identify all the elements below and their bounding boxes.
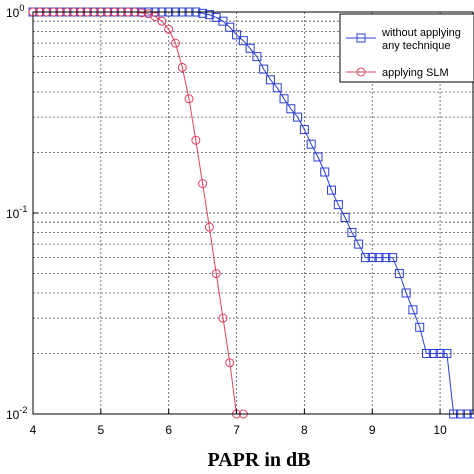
- data-point: [354, 239, 364, 249]
- data-point: [137, 8, 147, 18]
- data-point: [272, 83, 282, 93]
- data-point: [356, 33, 366, 43]
- x-tick-label: 5: [98, 423, 105, 437]
- data-point: [177, 62, 187, 72]
- grid-lines: [33, 12, 474, 414]
- data-point: [394, 269, 404, 279]
- data-point: [313, 152, 323, 162]
- y-tick-label: 100: [6, 3, 24, 20]
- x-tick-label: 6: [165, 423, 172, 437]
- data-point: [286, 104, 296, 114]
- data-point: [184, 94, 194, 104]
- data-point: [164, 24, 174, 34]
- data-point: [204, 10, 214, 20]
- data-point: [327, 185, 337, 195]
- data-point: [381, 253, 391, 263]
- data-point: [238, 36, 248, 46]
- data-point: [293, 112, 303, 122]
- data-point: [225, 22, 235, 32]
- data-point: [198, 8, 208, 18]
- y-tick-label: 10-1: [6, 204, 27, 221]
- data-point: [356, 67, 366, 77]
- data-point: [374, 253, 384, 263]
- data-point: [408, 305, 418, 315]
- data-point: [333, 200, 343, 210]
- data-point: [265, 75, 275, 85]
- legend-label: without applying: [381, 27, 461, 39]
- data-point: [218, 313, 228, 323]
- data-point: [360, 253, 370, 263]
- data-point: [299, 125, 309, 135]
- data-point: [232, 30, 242, 40]
- data-point: [157, 16, 167, 26]
- legend-label: any technique: [382, 40, 451, 52]
- data-point: [218, 16, 228, 26]
- data-point: [259, 64, 269, 74]
- x-axis-label: PAPR in dB: [208, 449, 311, 471]
- data-point: [252, 52, 262, 62]
- y-tick-label: 10-2: [6, 405, 27, 422]
- x-tick-label: 9: [369, 423, 376, 437]
- legend-box: [339, 13, 474, 83]
- data-point: [422, 348, 432, 358]
- data-point: [320, 167, 330, 177]
- data-point: [428, 348, 438, 358]
- data-point: [198, 179, 208, 189]
- data-point: [388, 253, 398, 263]
- data-point: [401, 288, 411, 298]
- data-point: [340, 212, 350, 222]
- legend-label: applying SLM: [382, 67, 449, 79]
- data-point: [211, 269, 221, 279]
- data-point: [367, 253, 377, 263]
- data-point: [225, 358, 235, 368]
- data-point: [170, 38, 180, 48]
- x-tick-label: 8: [301, 423, 308, 437]
- data-point: [306, 139, 316, 149]
- data-point: [435, 348, 445, 358]
- data-point: [442, 348, 452, 358]
- data-point: [347, 227, 357, 237]
- x-tick-label: 10: [433, 423, 447, 437]
- data-point: [204, 222, 214, 232]
- x-tick-label: 4: [30, 423, 37, 437]
- x-tick-label: 7: [233, 423, 240, 437]
- data-point: [279, 94, 289, 104]
- data-point: [245, 43, 255, 53]
- data-point: [415, 322, 425, 332]
- data-point: [191, 135, 201, 145]
